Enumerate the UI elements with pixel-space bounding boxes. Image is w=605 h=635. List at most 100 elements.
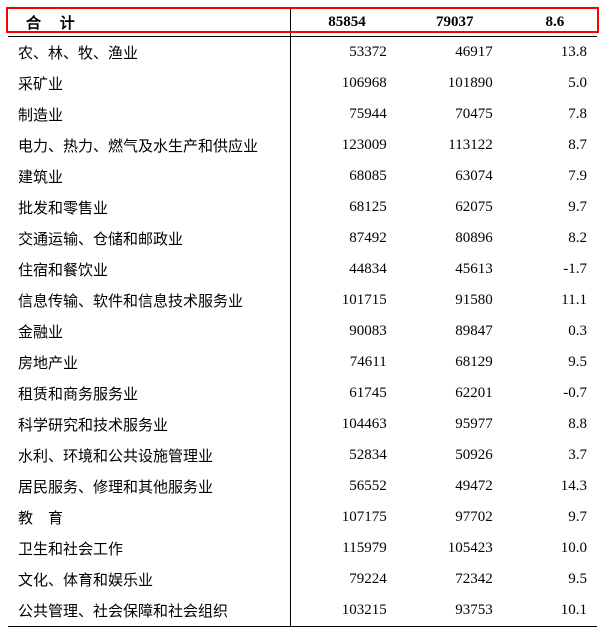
row-value-1: 74611 (291, 347, 397, 378)
row-value-2: 93753 (397, 595, 503, 627)
row-label: 金融业 (8, 316, 291, 347)
row-value-3: 9.7 (503, 192, 597, 223)
summary-value-2: 79037 (397, 9, 503, 37)
table-row: 房地产业74611681299.5 (8, 347, 597, 378)
row-value-3: 9.5 (503, 564, 597, 595)
row-value-3: 14.3 (503, 471, 597, 502)
row-value-2: 113122 (397, 130, 503, 161)
row-label: 住宿和餐饮业 (8, 254, 291, 285)
row-value-3: 8.2 (503, 223, 597, 254)
row-value-2: 62075 (397, 192, 503, 223)
row-value-2: 45613 (397, 254, 503, 285)
row-label: 制造业 (8, 99, 291, 130)
row-label: 房地产业 (8, 347, 291, 378)
row-value-1: 75944 (291, 99, 397, 130)
table-row: 文化、体育和娱乐业79224723429.5 (8, 564, 597, 595)
row-value-3: 7.8 (503, 99, 597, 130)
row-value-2: 105423 (397, 533, 503, 564)
row-value-2: 68129 (397, 347, 503, 378)
table-row: 建筑业68085630747.9 (8, 161, 597, 192)
row-value-3: 9.7 (503, 502, 597, 533)
row-label: 科学研究和技术服务业 (8, 409, 291, 440)
row-label: 交通运输、仓储和邮政业 (8, 223, 291, 254)
row-value-1: 104463 (291, 409, 397, 440)
table-row: 电力、热力、燃气及水生产和供应业1230091131228.7 (8, 130, 597, 161)
row-value-3: 3.7 (503, 440, 597, 471)
row-label: 批发和零售业 (8, 192, 291, 223)
table-row: 公共管理、社会保障和社会组织1032159375310.1 (8, 595, 597, 627)
table-row: 交通运输、仓储和邮政业87492808968.2 (8, 223, 597, 254)
row-label: 电力、热力、燃气及水生产和供应业 (8, 130, 291, 161)
table-row: 教 育107175977029.7 (8, 502, 597, 533)
row-value-3: -0.7 (503, 378, 597, 409)
row-value-1: 107175 (291, 502, 397, 533)
row-value-2: 95977 (397, 409, 503, 440)
row-value-2: 97702 (397, 502, 503, 533)
row-value-2: 101890 (397, 68, 503, 99)
row-value-1: 115979 (291, 533, 397, 564)
row-value-2: 50926 (397, 440, 503, 471)
table-row: 农、林、牧、渔业533724691713.8 (8, 37, 597, 69)
table-row: 制造业75944704757.8 (8, 99, 597, 130)
row-value-2: 62201 (397, 378, 503, 409)
row-value-3: 10.0 (503, 533, 597, 564)
summary-value-1: 85854 (291, 9, 397, 37)
row-value-1: 56552 (291, 471, 397, 502)
row-value-1: 101715 (291, 285, 397, 316)
row-value-1: 103215 (291, 595, 397, 627)
row-value-3: 9.5 (503, 347, 597, 378)
row-value-2: 70475 (397, 99, 503, 130)
table-row: 批发和零售业68125620759.7 (8, 192, 597, 223)
table-row: 金融业90083898470.3 (8, 316, 597, 347)
row-value-1: 79224 (291, 564, 397, 595)
row-value-3: 8.7 (503, 130, 597, 161)
row-label: 采矿业 (8, 68, 291, 99)
row-value-3: 7.9 (503, 161, 597, 192)
row-label: 卫生和社会工作 (8, 533, 291, 564)
row-value-1: 90083 (291, 316, 397, 347)
summary-label: 合 计 (8, 9, 291, 37)
data-table: 合 计85854790378.6农、林、牧、渔业533724691713.8采矿… (8, 8, 597, 627)
row-label: 租赁和商务服务业 (8, 378, 291, 409)
row-value-3: 5.0 (503, 68, 597, 99)
summary-row: 合 计85854790378.6 (8, 9, 597, 37)
table-row: 住宿和餐饮业4483445613-1.7 (8, 254, 597, 285)
row-value-1: 68125 (291, 192, 397, 223)
row-label: 公共管理、社会保障和社会组织 (8, 595, 291, 627)
row-label: 建筑业 (8, 161, 291, 192)
row-value-1: 123009 (291, 130, 397, 161)
row-value-3: 11.1 (503, 285, 597, 316)
row-value-3: -1.7 (503, 254, 597, 285)
table-row: 信息传输、软件和信息技术服务业1017159158011.1 (8, 285, 597, 316)
row-value-1: 52834 (291, 440, 397, 471)
summary-value-3: 8.6 (503, 9, 597, 37)
row-label: 信息传输、软件和信息技术服务业 (8, 285, 291, 316)
table-row: 采矿业1069681018905.0 (8, 68, 597, 99)
row-value-3: 8.8 (503, 409, 597, 440)
row-value-1: 106968 (291, 68, 397, 99)
table-row: 居民服务、修理和其他服务业565524947214.3 (8, 471, 597, 502)
row-value-1: 61745 (291, 378, 397, 409)
row-value-2: 72342 (397, 564, 503, 595)
row-value-2: 89847 (397, 316, 503, 347)
table-row: 租赁和商务服务业6174562201-0.7 (8, 378, 597, 409)
row-value-3: 13.8 (503, 37, 597, 69)
row-label: 居民服务、修理和其他服务业 (8, 471, 291, 502)
table-row: 科学研究和技术服务业104463959778.8 (8, 409, 597, 440)
industry-wage-table: 合 计85854790378.6农、林、牧、渔业533724691713.8采矿… (8, 8, 597, 627)
row-value-2: 80896 (397, 223, 503, 254)
row-value-1: 44834 (291, 254, 397, 285)
row-value-1: 87492 (291, 223, 397, 254)
row-label: 教 育 (8, 502, 291, 533)
row-value-3: 0.3 (503, 316, 597, 347)
row-value-3: 10.1 (503, 595, 597, 627)
row-label: 水利、环境和公共设施管理业 (8, 440, 291, 471)
row-label: 文化、体育和娱乐业 (8, 564, 291, 595)
row-value-2: 49472 (397, 471, 503, 502)
row-value-1: 68085 (291, 161, 397, 192)
row-value-2: 63074 (397, 161, 503, 192)
table-row: 卫生和社会工作11597910542310.0 (8, 533, 597, 564)
row-value-1: 53372 (291, 37, 397, 69)
table-row: 水利、环境和公共设施管理业52834509263.7 (8, 440, 597, 471)
row-label: 农、林、牧、渔业 (8, 37, 291, 69)
